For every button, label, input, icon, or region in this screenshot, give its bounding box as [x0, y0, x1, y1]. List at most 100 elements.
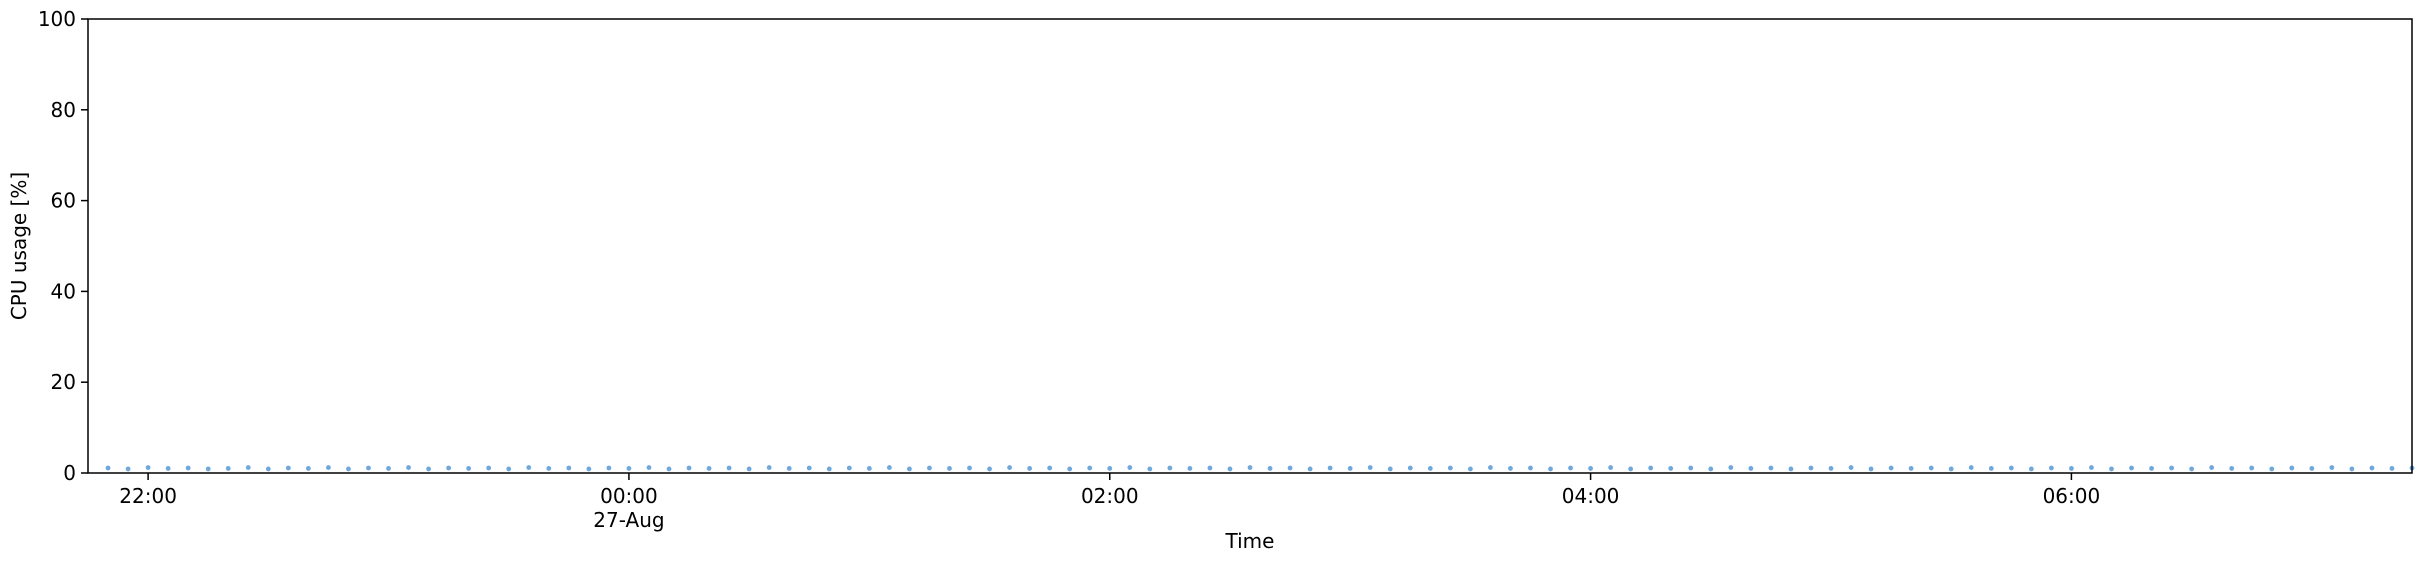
x-tick-label: 22:00 [119, 484, 177, 508]
data-point [225, 466, 231, 471]
data-point [1608, 465, 1614, 470]
data-point [1988, 466, 1994, 471]
data-point [1828, 466, 1834, 471]
data-point [2149, 466, 2154, 471]
data-point [1508, 466, 1513, 471]
data-point [1307, 466, 1313, 472]
data-point [2309, 466, 2315, 471]
data-point [1688, 465, 1694, 471]
data-point [1187, 466, 1193, 471]
data-point [927, 465, 932, 471]
data-point [1087, 465, 1093, 471]
data-point [846, 465, 852, 471]
data-point [1387, 466, 1393, 472]
x-axis-label: Time [1225, 529, 1275, 553]
data-point [105, 465, 111, 471]
data-point [766, 465, 772, 470]
data-point [1347, 466, 1353, 471]
y-tick-label: 100 [38, 7, 76, 31]
data-point [2129, 465, 2134, 471]
data-point [1528, 465, 1533, 471]
data-point [506, 466, 512, 472]
data-point [987, 466, 992, 472]
data-point [866, 466, 872, 471]
data-point [2048, 465, 2054, 471]
data-point [245, 465, 251, 470]
data-point [305, 466, 311, 471]
data-point [1548, 466, 1553, 472]
data-point [1207, 465, 1213, 471]
data-point [546, 466, 552, 471]
data-point [1287, 465, 1293, 471]
data-point [125, 466, 131, 472]
data-point [326, 465, 331, 470]
y-tick-label: 40 [51, 279, 76, 303]
data-point [386, 466, 391, 471]
y-tick-label: 0 [63, 461, 76, 485]
data-point [1628, 466, 1634, 472]
data-point [1407, 465, 1413, 471]
data-point [2008, 465, 2014, 471]
data-point [1908, 466, 1914, 471]
data-point [2349, 466, 2355, 472]
plot-area-frame [87, 18, 2413, 474]
data-point [646, 465, 652, 470]
data-point [566, 465, 572, 471]
data-point [1568, 465, 1573, 471]
x-tick-label: 06:00 [2043, 484, 2101, 508]
data-point [786, 466, 792, 471]
data-point [706, 466, 712, 471]
data-point [1768, 465, 1774, 471]
data-point [2389, 466, 2395, 471]
data-point [1868, 466, 1874, 472]
data-point [1047, 465, 1053, 471]
data-point [2269, 466, 2275, 472]
data-points [105, 465, 2415, 472]
data-point [1247, 465, 1253, 470]
x-tick-label: 00:00 [600, 484, 658, 508]
y-tick-label: 80 [51, 98, 76, 122]
data-point [526, 465, 532, 470]
data-point [947, 466, 952, 471]
data-point [1948, 466, 1954, 472]
data-point [686, 465, 692, 471]
data-point [1267, 466, 1273, 471]
data-point [466, 466, 472, 471]
data-point [446, 465, 452, 471]
data-point [1007, 465, 1012, 470]
data-point [586, 466, 592, 472]
data-point [145, 465, 151, 470]
data-point [886, 465, 892, 470]
data-point [165, 466, 171, 471]
data-point [2069, 466, 2074, 471]
x-tick-label: 02:00 [1081, 484, 1139, 508]
data-point [626, 466, 632, 471]
data-point [1147, 466, 1153, 472]
data-point [1928, 465, 1934, 471]
y-axis-label: CPU usage [%] [7, 172, 31, 320]
data-point [1748, 466, 1754, 471]
data-point [2028, 466, 2034, 472]
data-point [1648, 465, 1654, 471]
data-point [1728, 465, 1734, 470]
data-point [406, 465, 411, 470]
data-point [285, 465, 291, 471]
data-point [2109, 466, 2114, 472]
data-point [1427, 466, 1433, 471]
data-point [1808, 465, 1814, 471]
data-point [185, 465, 191, 471]
data-point [1067, 466, 1073, 472]
data-point [2209, 465, 2215, 470]
data-point [486, 465, 492, 471]
data-point [1027, 466, 1033, 471]
data-point [1588, 466, 1593, 471]
data-point [1968, 465, 1974, 470]
y-tick-label: 60 [51, 189, 76, 213]
data-point [1367, 465, 1373, 470]
data-point [1167, 465, 1173, 471]
data-point [826, 466, 832, 472]
data-point [2329, 465, 2335, 470]
data-point [1327, 465, 1333, 471]
